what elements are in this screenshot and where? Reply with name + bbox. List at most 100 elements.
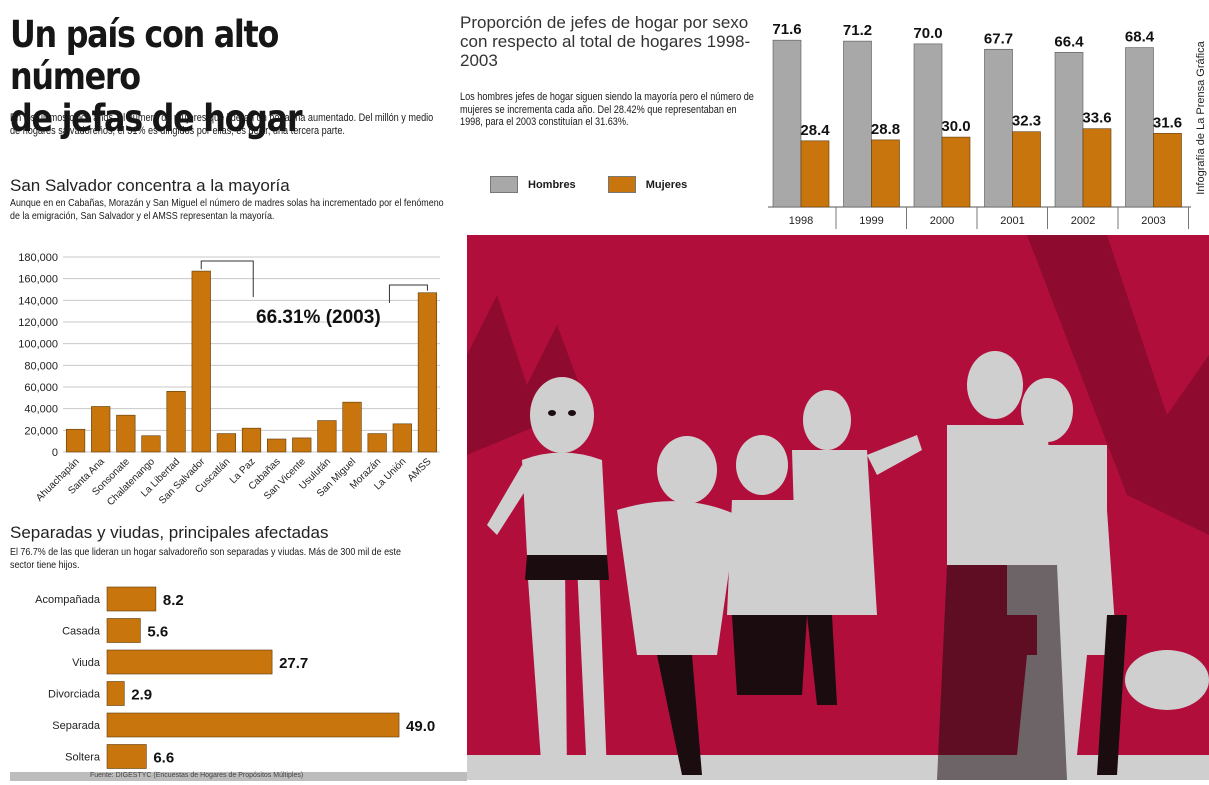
x-tick-label: 2002 [1071,215,1095,227]
category-label: Acompañada [35,594,101,606]
bar-mujeres [1082,128,1112,208]
marital-status-bar [106,712,400,738]
x-tick-label: 2000 [930,215,954,227]
marital-status-labels: Acompañada Casada Viuda Divorciada Separada S… [35,594,101,764]
value-label-mujeres: 28.4 [800,122,830,139]
credit-text: Infografía de La Prensa Gráfica [1195,41,1207,195]
page-title: Un país con alto número de jefas de hoga… [10,14,397,140]
bar-hombres [984,48,1013,208]
value-label: 8.2 [163,592,184,609]
title-line-1: Un país con alto número [10,13,279,98]
value-label-hombres: 70.0 [913,25,942,42]
section-proporcion-description: Los hombres jefes de hogar siguen siendo… [460,91,754,128]
bar-hombres [843,40,872,208]
legend-swatch-mujeres [607,176,636,193]
bar-mujeres [1012,131,1041,208]
x-tick-label: 1998 [789,215,813,227]
department-bar [317,420,337,453]
marital-status-bar [106,618,141,643]
children-group [617,390,922,655]
department-bar [216,433,236,453]
value-label-hombres: 68.4 [1125,29,1155,46]
marital-status-bar-chart: Acompañada Casada Viuda Divorciada Separada S… [35,586,435,769]
bar-mujeres [941,136,971,208]
department-bar [292,437,312,453]
household-proportion-chart: 71.6 28.4 71.2 28.8 70.0 30.0 67.7 32.3 66.4 33.6… [768,21,1191,229]
marital-status-bar [106,649,273,675]
annotation-label: 66.31% (2003) [256,307,381,328]
department-bar [342,401,362,453]
value-label-mujeres: 33.6 [1082,110,1111,127]
department-bar [417,292,438,453]
value-label: 27.7 [279,655,308,672]
department-annotation: 66.31% (2003) [200,260,428,328]
bar-mujeres [871,139,900,208]
x-tick-label: AMSS [406,456,434,484]
y-tick-label: 60,000 [24,382,58,394]
y-tick-label: 80,000 [24,360,58,372]
proportion-values: 71.6 28.4 71.2 28.8 70.0 30.0 67.7 32.3 66.4 33.6… [772,21,1182,139]
value-label-hombres: 67.7 [984,30,1013,47]
marital-status-bar [106,681,125,706]
marital-status-bar [106,586,157,612]
bar-hombres [1054,51,1084,208]
value-label-hombres: 71.6 [772,21,801,38]
legend-label-hombres: Hombres [528,178,576,191]
source-note: Fuente: DIGESTYC (Encuestas de Hogares d… [90,772,304,779]
family-photo-icon [467,235,1209,780]
annotation-bracket [388,284,428,303]
legend: Hombres Mujeres [490,176,687,193]
bar-mujeres [800,140,830,208]
y-tick-label: 0 [52,447,58,459]
value-label: 5.6 [147,624,168,641]
category-label: Separada [52,720,101,732]
department-bar [116,414,136,453]
legend-label-mujeres: Mujeres [645,178,688,191]
department-bar [191,270,211,453]
y-tick-label: 140,000 [18,295,58,307]
y-tick-label: 180,000 [18,252,58,264]
bar-hombres [772,39,802,208]
category-label: Divorciada [48,689,101,701]
bar-mujeres [1153,133,1182,208]
annotation-bracket [200,260,254,297]
value-label: 2.9 [131,687,152,704]
y-tick-label: 40,000 [24,404,58,416]
department-bar [141,435,161,453]
department-bar [65,428,86,453]
proportion-x-ticks: 1998 1999 2000 2001 2002 2003 [789,207,1189,229]
x-tick-label: 2003 [1141,215,1165,227]
x-tick-label: 1999 [859,215,883,227]
value-label-hombres: 71.2 [843,22,872,39]
section-estado-description: El 76.7% de las que lideran un hogar sal… [10,546,401,571]
section-proporcion-title: Proporción de jefes de hogar por sexo co… [460,13,751,70]
title-line-2: de jefas de hogar [10,97,303,140]
department-bar [267,438,287,453]
legend-swatch-hombres [490,176,518,193]
section-estado-title: Separadas y viudas, principales afectada… [10,523,329,542]
category-label: Casada [62,626,101,638]
marital-status-bars [106,586,400,769]
department-bar [392,423,412,453]
bar-hombres [913,43,943,208]
footer-strip [10,772,467,781]
department-bar [166,391,186,453]
value-label-hombres: 66.4 [1054,33,1084,50]
y-tick-label: 120,000 [18,317,58,329]
value-label: 6.6 [153,750,174,767]
y-tick-label: 20,000 [24,425,58,437]
x-tick-label: 2001 [1000,215,1024,227]
marital-status-values: 8.2 5.6 27.7 2.9 49.0 6.6 [131,592,435,767]
department-y-ticks: 0 20,000 40,000 60,000 80,000 100,000 120,000 1… [18,252,58,459]
intro-text: En los últimos cinco años, el número de … [10,112,434,137]
value-label: 49.0 [406,718,435,735]
child-figure-left [487,377,607,775]
y-tick-label: 160,000 [18,274,58,286]
value-label-mujeres: 31.6 [1153,114,1182,131]
value-label-mujeres: 32.3 [1012,113,1041,130]
marital-status-bar [106,744,147,769]
section-sansalvador-title: San Salvador concentra a la mayoría [10,176,290,195]
department-bar [91,406,111,453]
adults-group [947,351,1209,755]
